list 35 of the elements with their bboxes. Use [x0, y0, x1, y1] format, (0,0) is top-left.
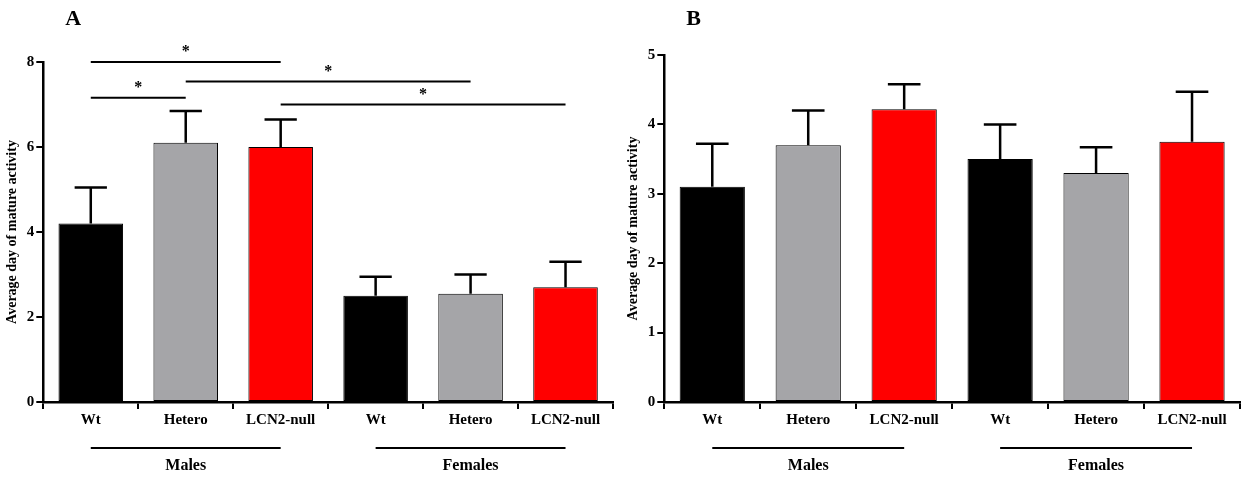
y-tick-label: 2	[26, 307, 35, 324]
x-tick-label: LCN2-null	[530, 410, 601, 427]
y-tick-label: 8	[26, 52, 35, 69]
y-tick-label: 0	[647, 392, 656, 409]
x-tick-label: Wt	[990, 410, 1011, 427]
y-tick-label: 0	[26, 392, 35, 409]
y-tick-label: 4	[647, 115, 656, 132]
text: Females	[442, 456, 499, 474]
y-tick-label: 6	[26, 137, 35, 154]
text: Females	[1068, 456, 1125, 474]
y-axis-title: Average day of mature activity	[625, 136, 641, 321]
x-tick-label: Wt	[80, 410, 101, 427]
x-tick-label: Hetero	[1074, 410, 1119, 427]
annotation: *	[134, 77, 143, 95]
x-tick-label: Hetero	[163, 410, 208, 427]
y-axis-title: Average day of mature activity	[4, 140, 20, 324]
y-tick-label: 2	[647, 254, 656, 271]
y-tick-label: 5	[647, 45, 656, 62]
x-tick-label: Wt	[702, 410, 723, 427]
annotation: *	[324, 61, 333, 79]
text: *	[181, 42, 190, 60]
x-tick-label: Wt	[365, 410, 386, 427]
x-tick-label: Hetero	[448, 410, 493, 427]
text: Males	[165, 456, 207, 474]
chart-title: A	[65, 4, 82, 30]
text: Males	[787, 456, 829, 474]
y-tick-label: 3	[647, 184, 656, 201]
x-tick-label: LCN2-null	[246, 410, 316, 427]
y-tick-label: 1	[647, 323, 656, 340]
x-tick-label: LCN2-null	[869, 410, 939, 427]
x-tick-label: Hetero	[786, 410, 831, 427]
y-tick-label: 4	[26, 222, 35, 239]
x-tick-label: LCN2-null	[1157, 410, 1227, 427]
chart-title: B	[686, 4, 702, 30]
annotation: *	[419, 84, 428, 102]
